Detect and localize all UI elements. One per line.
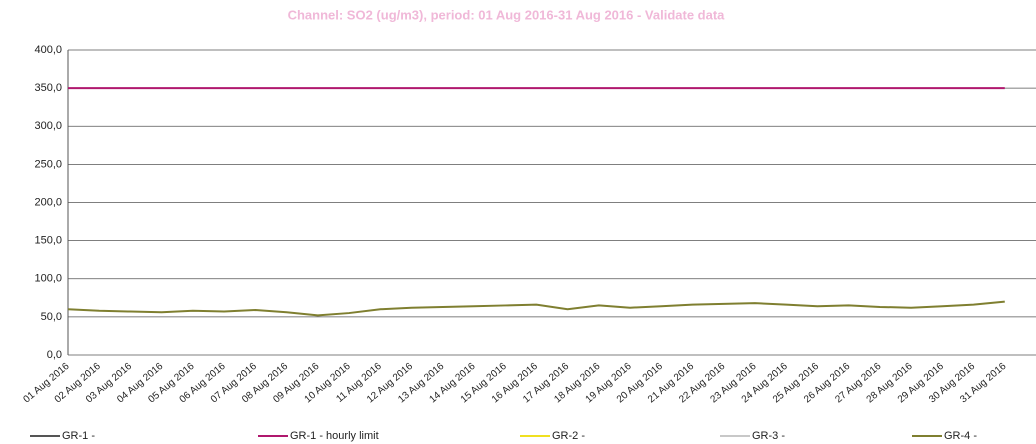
legend-label: GR-1 - hourly limit	[290, 430, 379, 442]
y-tick-label: 150,0	[34, 235, 62, 247]
y-tick-label: 350,0	[34, 82, 62, 94]
legend-label: GR-3 -	[752, 430, 785, 442]
y-tick-label: 0,0	[47, 349, 62, 361]
y-tick-label: 100,0	[34, 273, 62, 285]
legend-label: GR-1 -	[62, 430, 95, 442]
y-tick-label: 250,0	[34, 158, 62, 170]
y-tick-label: 400,0	[34, 44, 62, 56]
legend-label: GR-4 -	[944, 430, 977, 442]
y-tick-label: 50,0	[41, 311, 62, 323]
legend-label: GR-2 -	[552, 430, 585, 442]
series-line	[67, 300, 1005, 317]
chart-title: Channel: SO2 (ug/m3), period: 01 Aug 201…	[288, 7, 726, 22]
y-tick-label: 300,0	[34, 120, 62, 132]
y-tick-label: 200,0	[34, 196, 62, 208]
